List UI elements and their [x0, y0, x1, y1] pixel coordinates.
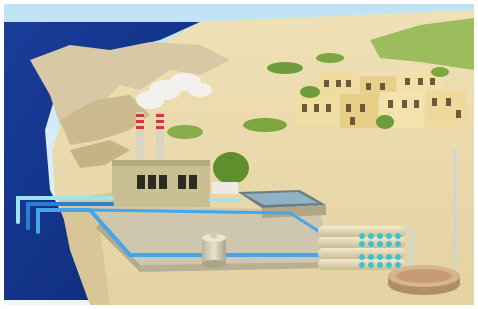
storage-basin-inner	[396, 269, 452, 283]
chimney	[156, 112, 164, 167]
tank-valve	[211, 232, 217, 238]
illustration	[0, 0, 478, 309]
shed	[212, 182, 238, 194]
tree	[300, 86, 320, 98]
membrane-bundle	[318, 226, 406, 270]
page: (() => { const data = JSON.parse(documen…	[0, 0, 478, 309]
building	[340, 94, 378, 128]
bush	[167, 125, 203, 139]
tree	[431, 67, 449, 77]
town	[296, 67, 466, 129]
bush	[316, 53, 344, 63]
tree	[213, 152, 249, 184]
chimney	[136, 112, 144, 167]
bush	[243, 118, 287, 132]
bush	[267, 62, 303, 74]
building	[426, 90, 466, 126]
factory-roof	[112, 160, 210, 166]
tree	[376, 115, 394, 129]
tank-base	[202, 260, 226, 268]
